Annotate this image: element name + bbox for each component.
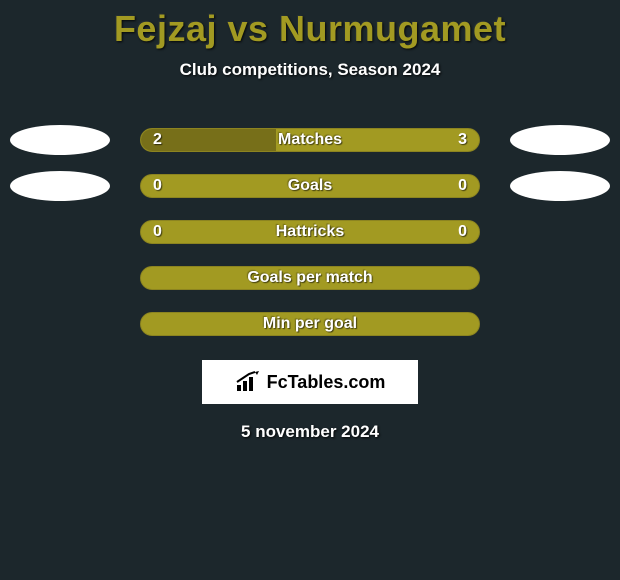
stat-bar: Min per goal — [140, 312, 480, 336]
chart-icon — [235, 371, 261, 393]
stat-bar: 00Hattricks — [140, 220, 480, 244]
stat-bar: Goals per match — [140, 266, 480, 290]
left-ellipse — [10, 171, 110, 201]
right-ellipse — [510, 125, 610, 155]
logo-box: FcTables.com — [202, 360, 418, 404]
right-ellipse — [510, 171, 610, 201]
stat-row: 00Hattricks — [0, 212, 620, 258]
stat-label: Min per goal — [141, 313, 479, 335]
stat-row: 00Goals — [0, 166, 620, 212]
stat-label: Goals — [141, 175, 479, 197]
stat-row: Goals per match — [0, 258, 620, 304]
stat-label: Goals per match — [141, 267, 479, 289]
left-ellipse — [10, 125, 110, 155]
stat-bar: 00Goals — [140, 174, 480, 198]
comparison-container: Fejzaj vs Nurmugamet Club competitions, … — [0, 0, 620, 580]
stat-rows: 23Matches 00Goals 00Hattricks Goals per mat… — [0, 120, 620, 350]
stat-label: Matches — [141, 129, 479, 151]
date-label: 5 november 2024 — [0, 422, 620, 442]
stat-label: Hattricks — [141, 221, 479, 243]
page-title: Fejzaj vs Nurmugamet — [0, 0, 620, 50]
stat-bar: 23Matches — [140, 128, 480, 152]
logo-text: FcTables.com — [267, 372, 386, 393]
page-subtitle: Club competitions, Season 2024 — [0, 60, 620, 80]
stat-row: 23Matches — [0, 120, 620, 166]
logo-inner: FcTables.com — [202, 360, 418, 404]
stat-row: Min per goal — [0, 304, 620, 350]
